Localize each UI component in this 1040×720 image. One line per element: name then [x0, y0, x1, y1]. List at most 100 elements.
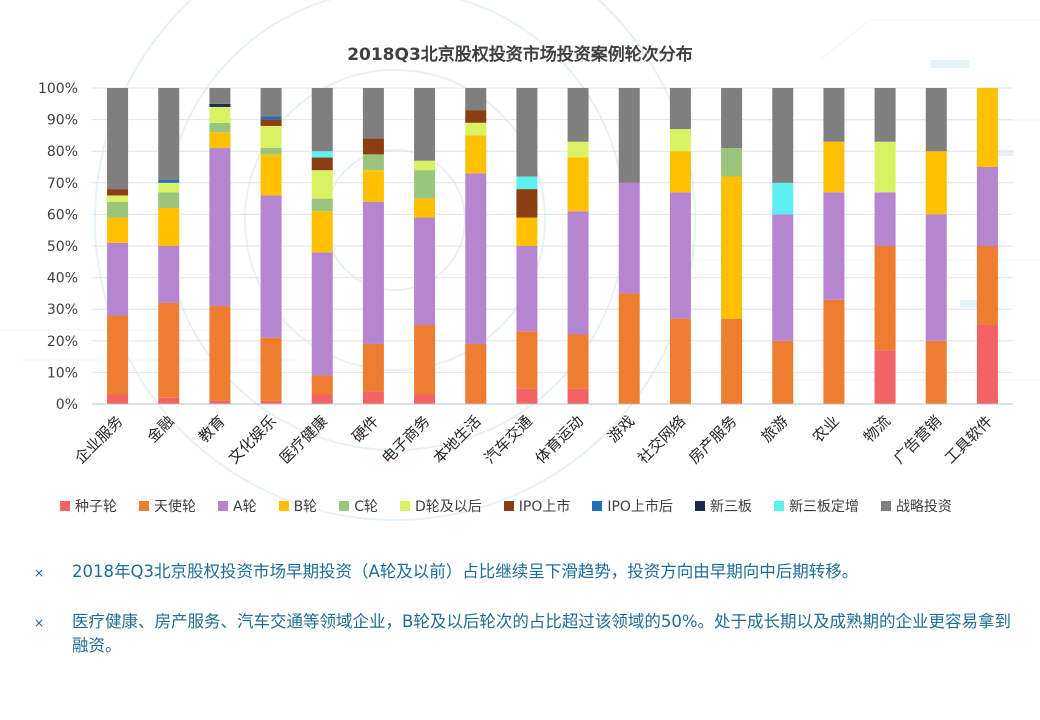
bar-segment	[874, 141, 896, 193]
bar-segment	[516, 88, 538, 177]
bar-segment	[669, 318, 691, 404]
legend-item: 种子轮	[60, 496, 117, 516]
y-tick-label: 40%	[47, 271, 78, 287]
bar-segment	[567, 141, 589, 158]
legend-item: B轮	[278, 496, 318, 516]
bar-segment	[976, 167, 998, 246]
bar-segment	[362, 201, 384, 344]
legend-item: 新三板定增	[773, 496, 859, 516]
bar-segment	[158, 246, 180, 303]
bar-segment	[209, 132, 231, 149]
bar-segment	[414, 217, 436, 325]
bar-segment	[414, 88, 436, 161]
legend-item: C轮	[339, 496, 378, 516]
bar-segment	[976, 325, 998, 404]
bar-segment	[260, 116, 282, 120]
bar-segment	[311, 88, 333, 152]
bar-segment	[362, 170, 384, 202]
legend-item: 天使轮	[139, 496, 196, 516]
bar-segment	[158, 192, 180, 209]
bar-segment	[107, 242, 129, 316]
x-tick-label: 物流	[860, 412, 894, 446]
bar-segment	[567, 211, 589, 335]
bar-segment	[721, 148, 743, 177]
legend-label: C轮	[354, 499, 378, 515]
bar-segment	[618, 293, 640, 404]
legend-swatch	[592, 501, 603, 511]
legend-item: 新三板	[694, 496, 752, 516]
y-gridlines	[92, 87, 1013, 373]
bar-segment	[209, 103, 231, 107]
bar-segment	[209, 106, 231, 123]
x-tick-label: 体育运动	[532, 412, 587, 467]
note-item: × 2018年Q3北京股权投资市场早期投资（A轮及以前）占比继续呈下滑趋势，投资…	[34, 560, 1024, 584]
bar-segment	[874, 246, 896, 351]
bar-segment	[311, 198, 333, 212]
bar-segment	[669, 192, 691, 319]
bar-segment	[925, 214, 947, 341]
bullet-icon: ×	[34, 616, 45, 630]
bar-segment	[874, 350, 896, 404]
bullet-icon: ×	[34, 566, 45, 580]
x-tick-label: 工具软件	[941, 412, 996, 467]
legend-label: B轮	[293, 499, 318, 515]
legend-label: IPO上市	[518, 499, 571, 515]
bar-segment	[260, 195, 282, 338]
x-tick-label: 金融	[144, 412, 178, 446]
bar-segment	[414, 160, 436, 171]
bar-segment	[772, 214, 794, 341]
bar-segment	[925, 151, 947, 215]
bars	[107, 88, 998, 404]
bar-segment	[107, 195, 129, 202]
x-tick-label: 教育	[195, 412, 229, 446]
legend-item: IPO上市后	[592, 496, 673, 516]
bar-segment	[158, 397, 180, 404]
bar-segment	[414, 198, 436, 218]
bar-segment	[721, 176, 743, 319]
bar-segment	[516, 331, 538, 389]
bar-segment	[260, 400, 282, 404]
x-tick-label: 电子商务	[378, 412, 433, 467]
bar-segment	[311, 252, 333, 376]
bar-segment	[209, 148, 231, 307]
legend-swatch	[339, 501, 350, 511]
bar-segment	[260, 154, 282, 196]
legend-swatch	[278, 501, 289, 511]
bar-segment	[516, 246, 538, 332]
bar-segment	[465, 135, 487, 174]
bar-segment	[362, 343, 384, 392]
bar-segment	[823, 192, 845, 300]
bar-segment	[362, 138, 384, 155]
bar-segment	[567, 388, 589, 404]
bar-segment	[311, 157, 333, 171]
legend-swatch	[399, 501, 410, 511]
bar-segment	[107, 394, 129, 404]
note-text: 医疗健康、房产服务、汽车交通等领域企业，B轮及以后轮次的占比超过该领域的50%。…	[72, 612, 1011, 655]
legend-item: D轮及以后	[399, 496, 482, 516]
legend-label: 种子轮	[75, 499, 117, 515]
x-tick-label: 游戏	[604, 412, 638, 446]
legend-label: 天使轮	[154, 499, 196, 515]
bar-segment	[721, 88, 743, 149]
stacked-bar-chart: 0% 10% 20% 30% 40% 50% 60% 70% 80% 90% 100% 企业服务 金融…	[38, 81, 1013, 467]
bar-segment	[362, 88, 384, 139]
x-tick-label: 硬件	[348, 412, 382, 446]
bar-segment	[618, 182, 640, 294]
bar-segment	[976, 88, 998, 167]
x-tick-label: 医疗健康	[276, 412, 331, 467]
y-tick-label: 80%	[47, 144, 78, 160]
bar-segment	[414, 170, 436, 199]
bar-segment	[311, 170, 333, 199]
legend-swatch	[694, 501, 705, 511]
bar-segment	[362, 154, 384, 171]
bar-segment	[311, 394, 333, 404]
bar-segment	[158, 179, 180, 183]
x-tick-label: 广告营销	[890, 412, 945, 467]
bar-segment	[158, 182, 180, 193]
legend-swatch	[139, 501, 149, 511]
y-tick-label: 10%	[47, 365, 78, 381]
legend-swatch	[218, 501, 228, 511]
bar-segment	[311, 375, 333, 395]
legend-label: 战略投资	[895, 499, 952, 515]
x-tick-label: 文化娱乐	[225, 412, 280, 467]
